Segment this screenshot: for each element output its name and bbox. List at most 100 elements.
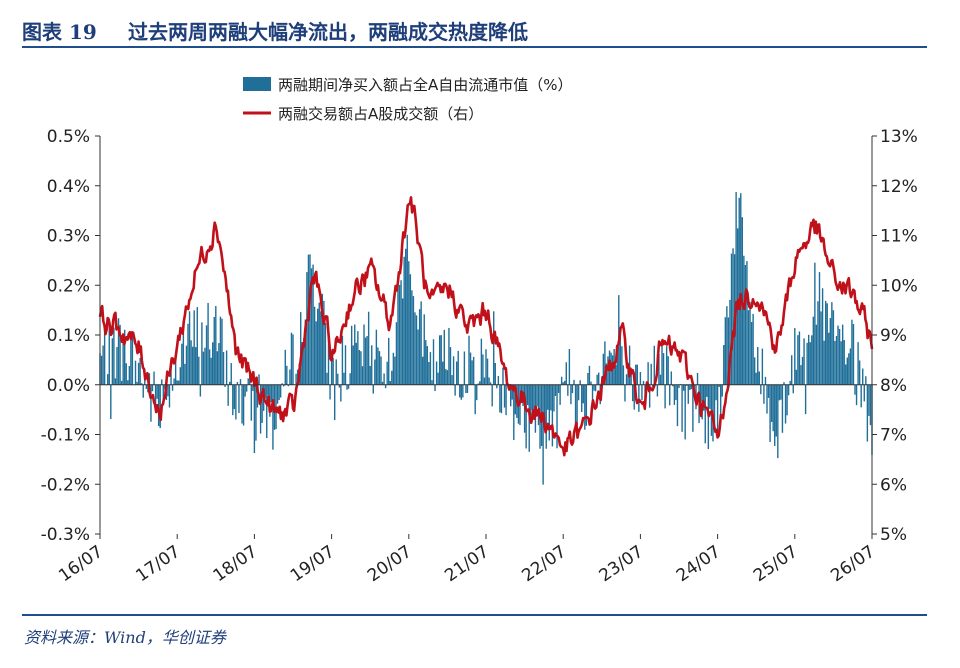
bar xyxy=(530,384,532,416)
bar xyxy=(125,363,127,385)
bar xyxy=(295,373,297,385)
bar xyxy=(764,376,767,385)
bar xyxy=(542,384,544,485)
bar xyxy=(247,378,249,385)
bar xyxy=(866,384,869,442)
x-tick-label: 16/07 xyxy=(55,542,107,586)
bar xyxy=(633,384,635,410)
bar xyxy=(591,384,594,411)
bar xyxy=(678,384,680,389)
right-tick-label: 11% xyxy=(880,227,918,247)
bar xyxy=(821,288,824,385)
bar xyxy=(573,379,575,385)
bar xyxy=(817,301,819,385)
x-axis: 16/07 17/07 18/07 19/07 20/07 21/07 22/07 23/07… xyxy=(55,534,879,586)
bar xyxy=(330,357,333,385)
bar xyxy=(598,372,600,385)
bar xyxy=(270,384,273,403)
bar xyxy=(284,349,286,385)
left-tick-label: 0.1% xyxy=(47,326,90,346)
bar xyxy=(469,352,472,385)
bar xyxy=(525,384,527,449)
bar xyxy=(221,318,223,385)
bar xyxy=(500,384,503,414)
bar xyxy=(486,358,489,385)
bar xyxy=(438,335,441,385)
bar xyxy=(763,384,765,404)
bar xyxy=(364,337,367,385)
bar xyxy=(724,317,727,385)
bar xyxy=(502,367,504,385)
bar xyxy=(159,384,161,429)
bar xyxy=(210,357,212,385)
bar xyxy=(103,330,106,385)
bar xyxy=(483,377,486,385)
x-tick-label: 19/07 xyxy=(287,542,339,586)
bar xyxy=(482,354,484,385)
bar xyxy=(783,382,785,385)
bar xyxy=(335,359,337,385)
bar xyxy=(511,384,513,400)
x-tick-label: 17/07 xyxy=(132,542,184,586)
bar xyxy=(596,374,598,385)
bar xyxy=(636,364,639,385)
bar xyxy=(431,380,433,385)
bar xyxy=(219,316,222,385)
bar xyxy=(454,384,456,396)
bar xyxy=(594,384,597,392)
bar xyxy=(832,310,835,385)
right-tick-label: 12% xyxy=(880,177,918,197)
bar xyxy=(493,311,495,385)
bar xyxy=(377,347,379,385)
bar xyxy=(228,381,231,385)
bar xyxy=(310,268,313,385)
x-tick-label: 23/07 xyxy=(596,542,648,586)
bar xyxy=(837,325,839,385)
bar xyxy=(625,374,628,385)
bar xyxy=(136,381,138,385)
bar xyxy=(266,384,268,439)
bar xyxy=(184,363,186,385)
bar xyxy=(176,380,178,385)
left-tick-label: 0.5% xyxy=(47,127,90,147)
bar xyxy=(258,374,260,385)
bar xyxy=(750,322,753,385)
bar xyxy=(272,384,274,450)
bar xyxy=(510,384,512,407)
bar xyxy=(491,384,493,407)
bar xyxy=(114,378,117,385)
bar xyxy=(140,383,143,385)
right-tick-label: 13% xyxy=(880,127,918,147)
bar xyxy=(241,384,243,424)
bar xyxy=(826,303,828,385)
bar xyxy=(753,357,756,385)
bar xyxy=(624,384,626,402)
bar xyxy=(216,351,219,385)
bar xyxy=(108,318,110,385)
bar xyxy=(755,372,757,385)
bar xyxy=(236,381,239,385)
bar xyxy=(709,384,711,409)
bar xyxy=(303,338,305,385)
bar xyxy=(692,384,694,432)
bar xyxy=(188,311,191,385)
bar xyxy=(747,310,750,385)
bar xyxy=(281,383,283,385)
bar xyxy=(426,346,429,385)
bar xyxy=(245,384,248,392)
bar xyxy=(849,348,852,385)
bar xyxy=(418,309,421,385)
bar xyxy=(437,372,439,385)
bar xyxy=(388,337,390,385)
bar xyxy=(642,380,645,385)
bar xyxy=(769,384,771,443)
bar xyxy=(869,384,872,426)
bar xyxy=(835,335,838,385)
bar xyxy=(451,375,453,385)
bar xyxy=(513,384,515,441)
bar xyxy=(384,384,387,389)
bar xyxy=(409,274,412,385)
line-series xyxy=(98,196,874,457)
bar xyxy=(372,384,374,394)
bar xyxy=(205,325,208,385)
